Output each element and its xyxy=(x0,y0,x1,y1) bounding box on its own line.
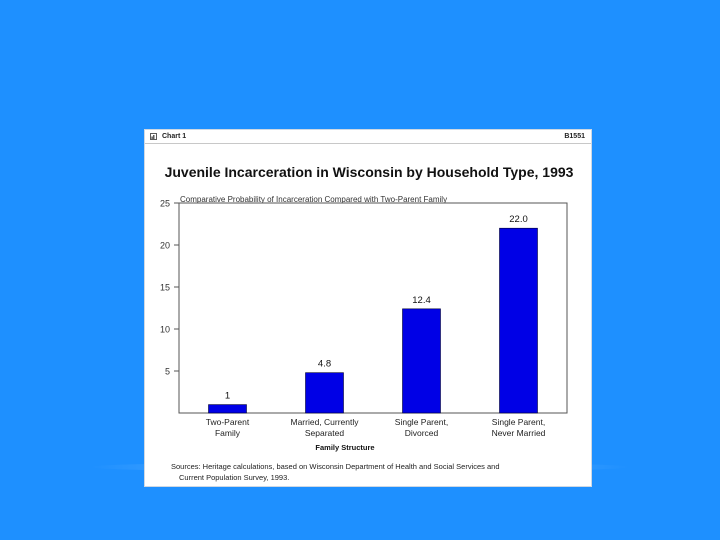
data-label: 12.4 xyxy=(412,295,431,306)
bar xyxy=(499,227,538,414)
sources-line-2: Current Population Survey, 1993. xyxy=(179,473,290,482)
plot-frame xyxy=(178,202,568,414)
chart-subtitle: Comparative Probability of Incarceration… xyxy=(180,195,448,204)
data-label: 22.0 xyxy=(509,214,528,225)
bar xyxy=(305,372,344,414)
y-tick-label: 15 xyxy=(160,283,170,293)
sources-note: Sources: Heritage calculations, based on… xyxy=(171,461,500,483)
y-tick-label: 10 xyxy=(160,325,170,335)
chart-title: Juvenile Incarceration in Wisconsin by H… xyxy=(164,164,574,180)
data-label: 4.8 xyxy=(318,359,331,370)
data-label: 1 xyxy=(225,391,230,402)
chart-header-bar: Chart 1 B1551 xyxy=(145,130,591,144)
y-tick-label: 20 xyxy=(160,241,170,251)
chart-header-label: Chart 1 xyxy=(162,133,187,140)
bar xyxy=(402,308,441,414)
x-tick-label: Married, Currently xyxy=(290,417,359,427)
x-axis-label: Family Structure xyxy=(315,443,374,452)
chart-card: Chart 1 B1551 Juvenile Incarceration in … xyxy=(144,129,592,487)
chart-header-code: B1551 xyxy=(564,133,585,140)
x-tick-label: Separated xyxy=(305,428,344,438)
x-tick-label: Single Parent, xyxy=(492,417,545,427)
x-tick-label: Never Married xyxy=(492,428,546,438)
x-tick-label: Divorced xyxy=(405,428,439,438)
chart-icon xyxy=(150,133,157,140)
x-tick-label: Two-Parent xyxy=(206,417,250,427)
x-tick-label: Family xyxy=(215,428,241,438)
x-tick-label: Single Parent, xyxy=(395,417,448,427)
bar xyxy=(208,404,247,414)
y-tick-label: 25 xyxy=(160,199,170,209)
y-tick-label: 5 xyxy=(165,367,170,377)
sources-line-1: Sources: Heritage calculations, based on… xyxy=(171,462,500,471)
